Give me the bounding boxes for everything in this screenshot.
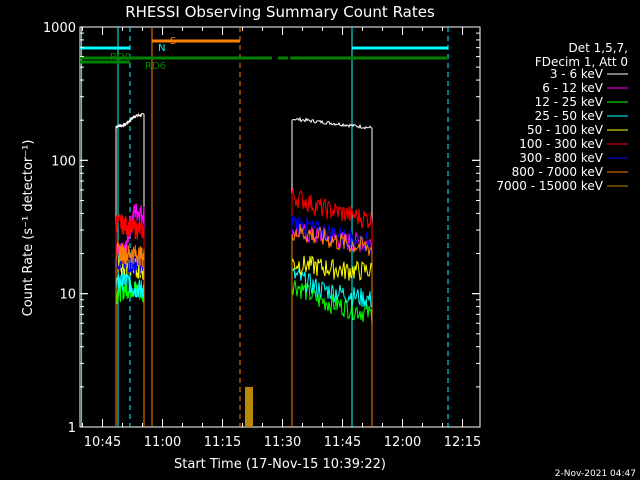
- series-line-100-300kev: [291, 187, 373, 427]
- flag-label-rd0: RD0: [110, 52, 131, 63]
- legend-header-decim: FDecim 1, Att 0: [535, 55, 628, 69]
- series-line-300-800kev: [291, 215, 373, 427]
- footer-date: 2-Nov-2021 04:47: [555, 469, 636, 479]
- y-tick-label: 1000: [43, 21, 76, 36]
- x-tick-label: 11:00: [144, 435, 181, 450]
- x-tick-label: 11:30: [264, 435, 301, 450]
- series-line-800-7000kev: [291, 224, 373, 427]
- legend-label: 50 - 100 keV: [527, 123, 604, 137]
- flag-label-n: N: [158, 43, 165, 54]
- series-line-25-50kev: [115, 269, 145, 427]
- legend-label: 7000 - 15000 keV: [496, 179, 603, 193]
- y-tick-label: 100: [51, 154, 76, 169]
- x-tick-label: 11:15: [204, 435, 241, 450]
- chart-title: RHESSI Observing Summary Count Rates: [125, 3, 435, 21]
- legend-label: 800 - 7000 keV: [512, 165, 604, 179]
- series-line-3-6kev: [115, 112, 145, 427]
- legend-label: 100 - 300 keV: [519, 137, 603, 151]
- y-axis-label: Count Rate (s⁻¹ detector⁻¹): [21, 140, 36, 317]
- series-line-12-25kev: [291, 280, 373, 427]
- plot-frame: [79, 26, 481, 428]
- series-line-100-300kev: [115, 213, 145, 427]
- legend-label: 12 - 25 keV: [535, 95, 604, 109]
- x-axis: 10:45 11:00 11:15 11:30 11:45 12:00 12:15: [82, 27, 481, 450]
- x-axis-label: Start Time (17-Nov-15 10:39:22): [174, 457, 386, 472]
- legend-label: 300 - 800 keV: [519, 151, 603, 165]
- series-line-50-100kev: [291, 255, 373, 427]
- plot-area: NS RD0 RD6: [79, 26, 481, 428]
- legend-label: 6 - 12 keV: [542, 81, 604, 95]
- flag-label-s: S: [170, 36, 176, 47]
- x-tick-label: 12:15: [444, 435, 481, 450]
- series-line-25-50kev: [291, 267, 373, 427]
- x-tick-label: 10:45: [84, 435, 121, 450]
- y-tick-label: 10: [59, 288, 76, 303]
- x-tick-label: 11:45: [324, 435, 361, 450]
- series-line-3-6kev: [291, 116, 373, 427]
- series-line-800-7000kev: [115, 240, 145, 427]
- legend-label: 25 - 50 keV: [535, 109, 604, 123]
- y-axis: 1 10 100 1000: [43, 21, 480, 436]
- flag-label-rd6: RD6: [145, 61, 166, 72]
- x-tick-label: 12:00: [384, 435, 421, 450]
- legend-label: 3 - 6 keV: [550, 67, 604, 81]
- y-tick-label: 1: [68, 421, 76, 436]
- legend-header-detectors: Det 1,5,7,: [569, 41, 629, 55]
